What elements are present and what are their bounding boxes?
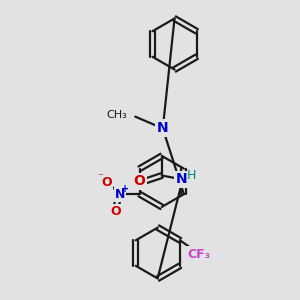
Text: N: N — [115, 188, 125, 201]
Text: ⁻: ⁻ — [98, 172, 103, 182]
Text: O: O — [111, 205, 122, 218]
Text: N: N — [176, 172, 187, 186]
Text: CF₃: CF₃ — [187, 248, 210, 260]
Text: O: O — [101, 176, 112, 189]
Text: +: + — [121, 184, 129, 194]
Text: H: H — [187, 169, 196, 182]
Text: CH₃: CH₃ — [107, 110, 128, 120]
Text: N: N — [157, 122, 169, 135]
Text: O: O — [133, 174, 145, 188]
